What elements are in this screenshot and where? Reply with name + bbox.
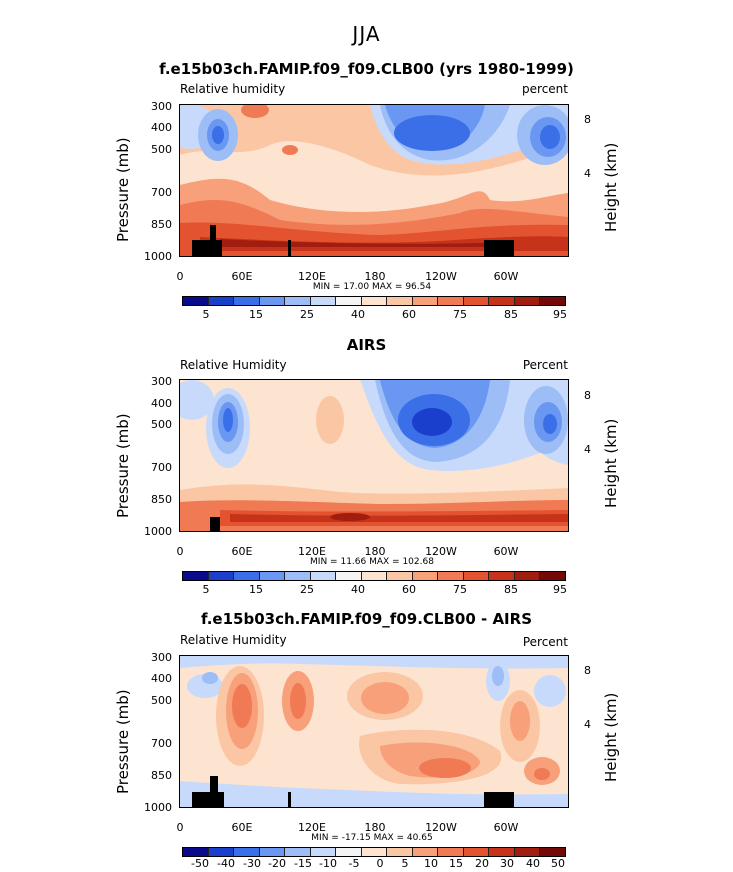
panel-1-colorbar-label: 25: [300, 308, 314, 321]
panel-1-ylabel: Pressure (mb): [114, 137, 132, 242]
panel-1-colorbar-label: 95: [553, 308, 567, 321]
panel-1-ytick: 500: [151, 143, 172, 156]
season-title: JJA: [352, 22, 381, 46]
panel-2-ylabel-right: Height (km): [602, 418, 620, 508]
panel-1-xtick: 180: [364, 270, 386, 283]
panel-2-colorbar: [182, 571, 566, 581]
panel-3-colorbar-label: -5: [348, 857, 360, 870]
panel-1-colorbar-label: 60: [402, 308, 416, 321]
panel-3-htick: 4: [584, 718, 591, 731]
panel-2-htick: 4: [584, 443, 591, 456]
panel-2-colorbar-label: 95: [553, 583, 567, 596]
panel-3-colorbar-label: -40: [217, 857, 235, 870]
panel-3-xtick: 120E: [298, 821, 326, 834]
panel-3-ytick: 400: [151, 672, 172, 685]
panel-3-xtick: 180: [364, 821, 386, 834]
panel-3-ytick: 1000: [144, 801, 172, 814]
panel-3-plot-area: [179, 655, 569, 808]
panel-2-xtick: 60E: [231, 545, 253, 558]
panel-1-xtick: 0: [176, 270, 184, 283]
panel-2-colorbar-label: 5: [202, 583, 210, 596]
panel-1-colorbar-label: 85: [504, 308, 518, 321]
panel-3-ylabel-right: Height (km): [602, 692, 620, 782]
panel-1-ytick: 850: [151, 218, 172, 231]
panel-2-minmax: MIN = 11.66 MAX = 102.68: [310, 557, 434, 567]
panel-3-colorbar: [182, 847, 566, 857]
panel-2-right-label: Percent: [522, 358, 568, 372]
panel-2-xtick: 180: [364, 545, 386, 558]
panel-1-title: f.e15b03ch.FAMIP.f09_f09.CLB00 (yrs 1980…: [159, 60, 574, 78]
panel-1-ytick: 300: [151, 100, 172, 113]
panel-3-htick: 8: [584, 664, 591, 677]
panel-3-xtick: 0: [176, 821, 184, 834]
panel-3-ytick: 500: [151, 694, 172, 707]
panel-3-colorbar-label: -30: [243, 857, 261, 870]
panel-1-xtick: 120E: [298, 270, 326, 283]
panel-1-right-label: percent: [522, 82, 568, 96]
panel-3-xtick: 60E: [231, 821, 253, 834]
panel-2-ytick: 400: [151, 397, 172, 410]
panel-3-colorbar-label: -10: [319, 857, 337, 870]
panel-1-htick: 8: [584, 113, 591, 126]
panel-3-xtick: 60W: [493, 821, 519, 834]
panel-1-colorbar-label: 75: [453, 308, 467, 321]
panel-1-xtick: 60E: [231, 270, 253, 283]
panel-2-ytick: 850: [151, 493, 172, 506]
panel-2-xtick: 0: [176, 545, 184, 558]
panel-2-colorbar-label: 75: [453, 583, 467, 596]
panel-2-xtick: 60W: [493, 545, 519, 558]
panel-1-ytick: 1000: [144, 250, 172, 263]
panel-3-ylabel: Pressure (mb): [114, 689, 132, 794]
panel-3-minmax: MIN = -17.15 MAX = 40.65: [311, 833, 433, 843]
panel-2-ytick: 300: [151, 375, 172, 388]
panel-2-ytick: 500: [151, 418, 172, 431]
panel-1-colorbar: [182, 296, 566, 306]
panel-2-colorbar-label: 40: [351, 583, 365, 596]
panel-2-colorbar-label: 25: [300, 583, 314, 596]
panel-2-colorbar-label: 60: [402, 583, 416, 596]
panel-2-plot-area: [179, 379, 569, 532]
panel-2-ytick: 700: [151, 461, 172, 474]
panel-1-xtick: 60W: [493, 270, 519, 283]
panel-3-ytick: 850: [151, 769, 172, 782]
panel-1-ylabel-right: Height (km): [602, 142, 620, 232]
panel-3-colorbar-label: 10: [424, 857, 438, 870]
panel-2-colorbar-label: 85: [504, 583, 518, 596]
panel-1-colorbar-label: 40: [351, 308, 365, 321]
panel-2-colorbar-label: 15: [249, 583, 263, 596]
panel-3-colorbar-label: -15: [294, 857, 312, 870]
panel-2-xtick: 120W: [425, 545, 457, 558]
panel-1-minmax: MIN = 17.00 MAX = 96.54: [312, 282, 432, 292]
panel-3-colorbar-label: 50: [551, 857, 565, 870]
panel-1-htick: 4: [584, 167, 591, 180]
panel-1-plot-area: [179, 104, 569, 257]
panel-1-ytick: 400: [151, 121, 172, 134]
panel-1-colorbar-label: 15: [249, 308, 263, 321]
panel-2-ylabel: Pressure (mb): [114, 413, 132, 518]
panel-1-xtick: 120W: [425, 270, 457, 283]
panel-1-left-label: Relative humidity: [180, 82, 286, 96]
panel-3-colorbar-label: 0: [376, 857, 384, 870]
panel-3-title: f.e15b03ch.FAMIP.f09_f09.CLB00 - AIRS: [201, 610, 532, 628]
panel-1-ytick: 700: [151, 186, 172, 199]
panel-3-colorbar-label: 15: [449, 857, 463, 870]
panel-3-colorbar-label: 5: [401, 857, 409, 870]
panel-3-ytick: 300: [151, 651, 172, 664]
panel-3-xtick: 120W: [425, 821, 457, 834]
panel-1-colorbar-label: 5: [202, 308, 210, 321]
panel-2-title: AIRS: [346, 336, 387, 354]
panel-3-colorbar-label: 20: [475, 857, 489, 870]
panel-3-colorbar-label: -50: [191, 857, 209, 870]
panel-3-ytick: 700: [151, 737, 172, 750]
panel-3-colorbar-label: -20: [268, 857, 286, 870]
panel-3-left-label: Relative Humidity: [180, 633, 287, 647]
panel-3-colorbar-label: 40: [526, 857, 540, 870]
panel-2-left-label: Relative Humidity: [180, 358, 287, 372]
panel-2-htick: 8: [584, 389, 591, 402]
panel-3-right-label: Percent: [522, 635, 568, 649]
panel-3-colorbar-label: 30: [500, 857, 514, 870]
panel-2-xtick: 120E: [298, 545, 326, 558]
panel-2-ytick: 1000: [144, 525, 172, 538]
